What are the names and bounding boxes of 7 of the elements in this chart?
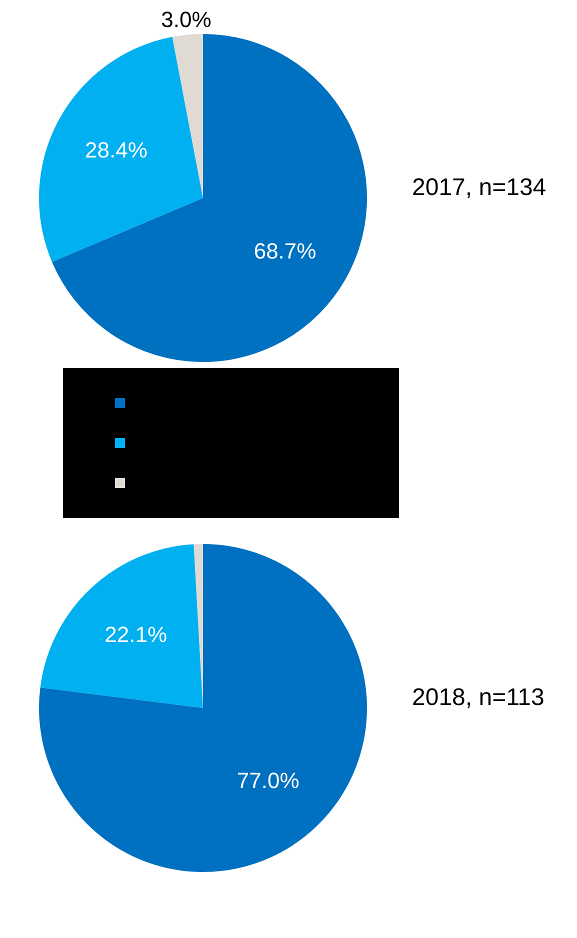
data-label: 3.0% (161, 6, 212, 32)
data-label: 22.1% (104, 622, 168, 648)
data-label: 28.4% (85, 138, 148, 163)
data-label: 68.7% (254, 238, 316, 264)
text: 2017, n=134 (412, 174, 546, 202)
data-label: 77.0% (236, 768, 300, 793)
text: 2018, n=113 (412, 684, 544, 712)
